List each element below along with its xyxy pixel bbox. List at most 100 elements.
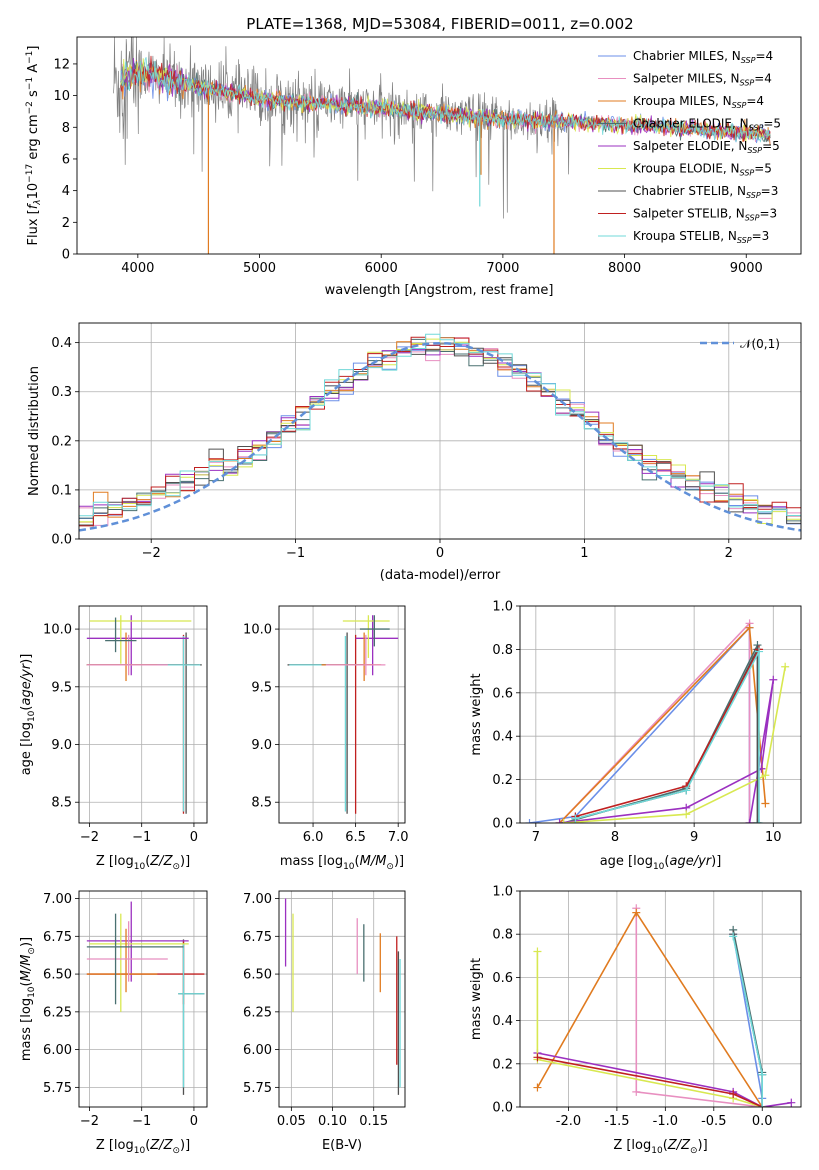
y-tick-label: 6.50 [243,968,272,983]
weight-vs-metallicity-panel: -2.0 -1.5 -1.0 -0.5 0.0 0.0 0.2 0.4 0.6 0.8 1.0 Z [… [469,885,802,1156]
errorbars [284,898,401,1095]
label-sub: ⊙ [172,1146,180,1156]
x-axis-label: Z [log10(Z/Z⊙)] [96,854,190,872]
x-tick-label: −2 [80,1114,99,1129]
legend-label: Salpeter MILES, N [633,72,740,86]
y-tick-label: 0.2 [492,1057,513,1072]
label-part: )] [698,1138,708,1153]
label-sup: −1 [25,77,35,90]
weight-marker [761,771,770,780]
y-tick-label: 5.75 [43,1081,72,1096]
legend-sub: SSP [740,169,755,178]
age-vs-mass-panel: 6.0 6.5 7.0 8.5 9.0 9.5 10.0 mass [log10(M/M⊙)] [243,605,409,872]
y-tick-label: 0.4 [492,1014,513,1029]
x-tick-label: -1.0 [653,1114,678,1129]
x-axis-label: Z [log10(Z/Z⊙)] [613,1138,707,1156]
label-part: age/yr [19,662,34,705]
y-tick-label: 6.75 [243,930,272,945]
weight-marker [781,662,790,671]
spectrum-lines [113,37,771,254]
y-axis-label: Normed distribution [27,366,42,496]
legend-label: Chabrier MILES, N [633,49,741,63]
label-part: f [26,202,41,209]
weight-marker [758,1070,767,1079]
legend-entry: Chabrier ELODIE, NSSP=5 [633,117,781,133]
label-sub: 10 [134,862,146,872]
label-part: ( [145,854,150,869]
y-tick-label: 7.00 [243,892,272,907]
spectrum-panel: 4000 5000 6000 7000 8000 9000 0 2 4 6 8 10 12 wavelen… [25,36,802,298]
y-tick-label: 0.4 [492,730,513,745]
y-tick-label: 8.5 [51,796,72,811]
label-part: Z [log [613,1138,651,1153]
y-tick-label: 2 [62,216,70,231]
x-tick-label: 2 [725,546,733,561]
x-tick-label: 5000 [243,261,276,276]
legend-label: Kroupa STELIB, N [633,229,737,243]
legend-sub: SSP [740,79,755,88]
mass-vs-ebv-panel: 0.05 0.10 0.15 5.75 6.00 6.25 6.50 6.75 7.00 E(B-… [243,890,406,1153]
label-part: )] [19,937,34,947]
x-axis-label: E(B-V) [322,1138,362,1153]
legend-entry: Chabrier STELIB, NSSP=3 [633,184,778,200]
legend-entry: Salpeter ELODIE, NSSP=5 [633,139,780,155]
errorbars [86,615,202,814]
x-axis-label: wavelength [Angstrom, rest frame] [325,283,554,298]
legend-entry: Kroupa STELIB, NSSP=3 [633,229,769,245]
chart-title: PLATE=1368, MJD=53084, FIBERID=0011, z=0… [246,15,633,33]
legend-entry: Chabrier MILES, NSSP=4 [633,49,773,65]
legend-label: Kroupa MILES, N [633,94,732,108]
label-sub: 10 [27,986,37,998]
label-part: age/yr [669,854,712,869]
weight-marker [533,947,542,956]
x-tick-label: 8 [611,830,619,845]
x-tick-label: 1 [580,546,588,561]
label-part: ( [19,706,34,711]
weight-marker [745,819,754,823]
legend-sub: SSP [741,56,756,65]
y-tick-label: 0.8 [492,643,513,658]
x-tick-label: −2 [142,546,161,561]
label-part: ( [355,854,360,869]
x-tick-label: 4000 [121,261,154,276]
label-part: M/M [19,955,34,982]
y-tick-label: 10 [53,89,70,104]
x-tick-label: 0 [190,830,198,845]
x-tick-label: -2.0 [556,1114,581,1129]
y-tick-label: 6.25 [43,1005,72,1020]
age-vs-metallicity-panel: −2 −1 08.59.09.510.0Z [log10(Z/Z⊙)]age [lo… [19,605,208,872]
y-axis-label: mass weight [469,958,484,1040]
x-tick-label: 7000 [486,261,519,276]
x-tick-label: 6.0 [303,830,324,845]
weight-line [537,1052,792,1107]
weight-marker [533,1053,542,1062]
x-tick-label: 9000 [730,261,763,276]
legend-entry: Salpeter STELIB, NSSP=3 [633,207,777,223]
axes-frame [519,605,802,824]
y-axis-label: age [log10(age/yr)] [19,654,37,776]
y-tick-label: 0.1 [51,483,72,498]
label-sub: 10 [653,862,665,872]
weight-marker [682,786,691,795]
label-part: ( [19,981,34,986]
y-tick-label: 6.00 [243,1043,272,1058]
weight-marker [755,647,764,656]
errorbars [86,901,205,1095]
x-tick-label: 0.10 [318,1114,347,1129]
y-tick-label: 0.0 [492,1101,513,1116]
y-tick-label: 0.8 [492,928,513,943]
legend-suffix: =3 [759,207,777,221]
label-part: )] [711,854,721,869]
weight-lines [533,904,796,1107]
y-axis-label: Flux [fλ10−17 erg cm−2 s−1 A−1] [25,46,43,246]
legend-sub: SSP [732,101,747,110]
weight-marker [571,814,580,823]
legend-label: Chabrier ELODIE, N [633,117,749,131]
axes-frame [78,605,208,824]
legend-label: Salpeter STELIB, N [633,207,745,221]
x-axis-label: (data-model)/error [380,568,501,583]
weight-marker [555,819,564,823]
label-part: s [26,90,41,101]
y-tick-label: 12 [53,57,70,72]
